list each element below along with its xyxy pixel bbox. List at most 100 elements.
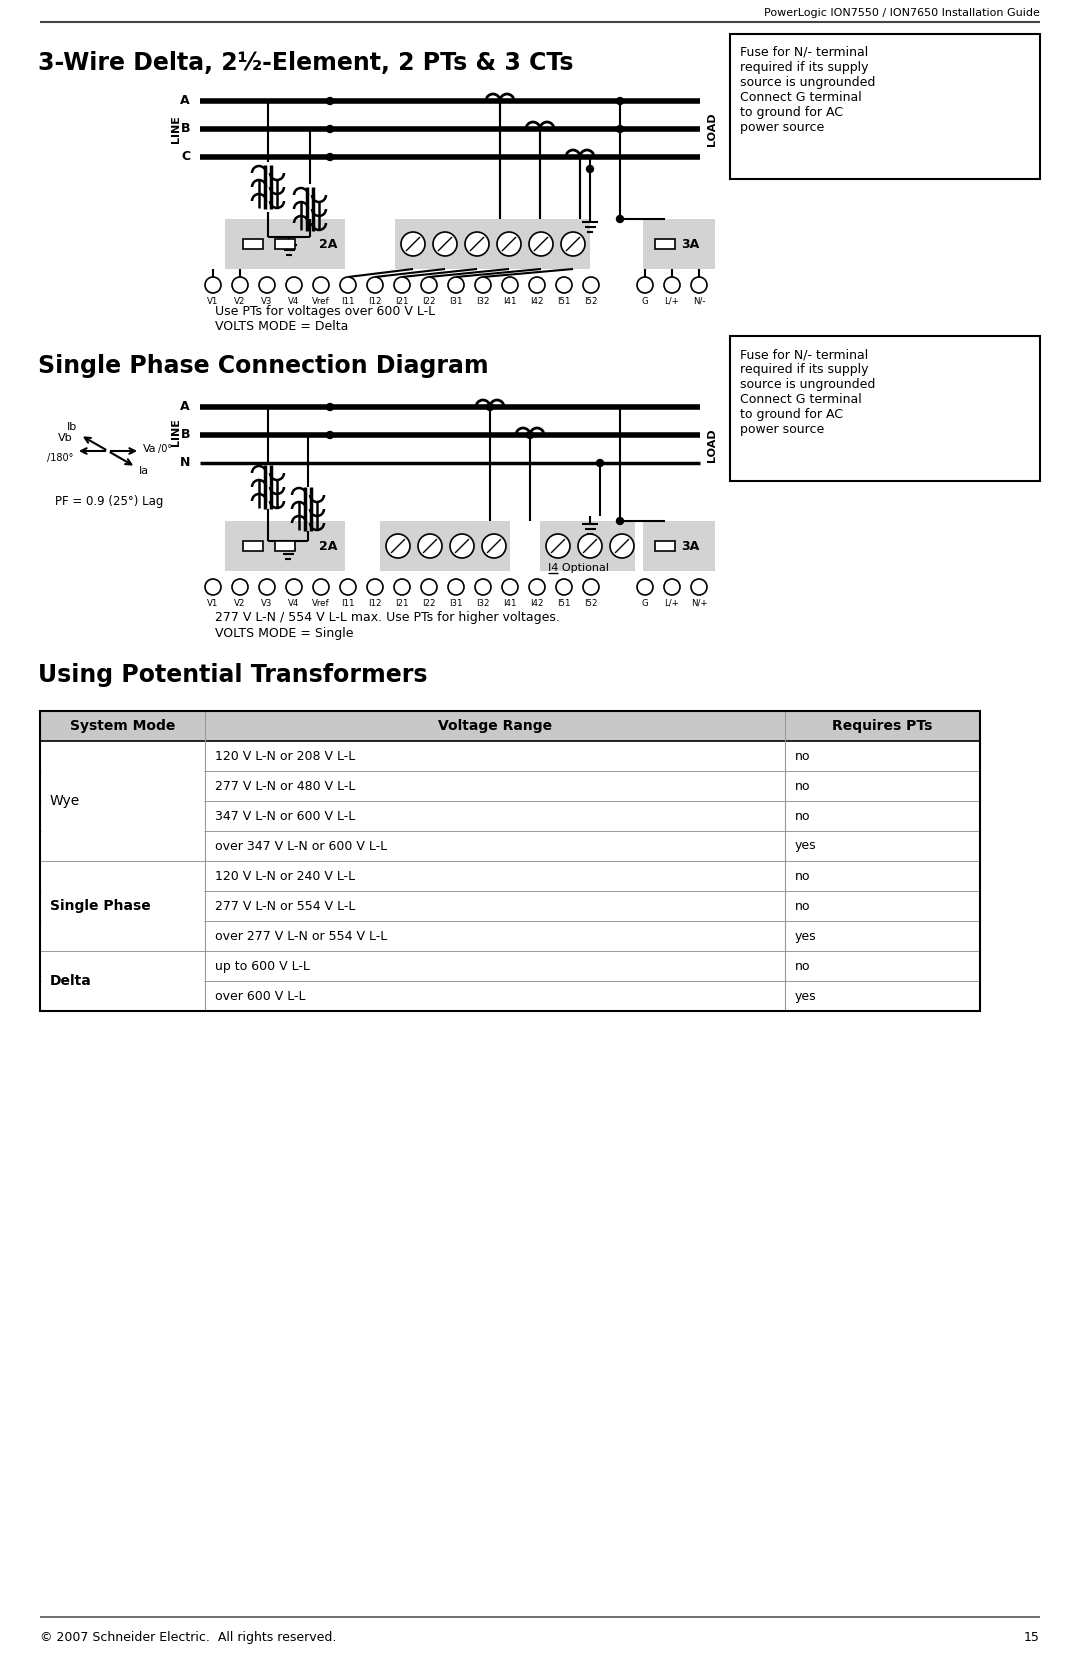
Circle shape [529,579,545,596]
Text: V2: V2 [234,297,245,305]
Text: B: B [180,122,190,135]
Text: I42: I42 [530,599,543,608]
Circle shape [286,277,302,294]
Text: V1: V1 [207,599,218,608]
Text: Ib: Ib [67,422,78,432]
Text: B: B [180,429,190,442]
Circle shape [617,517,623,524]
Circle shape [502,277,518,294]
Text: 3A: 3A [681,237,699,250]
Circle shape [340,579,356,596]
Circle shape [232,579,248,596]
Circle shape [691,277,707,294]
Text: I31: I31 [449,297,462,305]
Text: N/+: N/+ [691,599,707,608]
Circle shape [546,534,570,557]
Text: Using Potential Transformers: Using Potential Transformers [38,663,428,688]
Circle shape [259,277,275,294]
Circle shape [596,459,604,467]
Circle shape [583,579,599,596]
Text: yes: yes [795,930,816,943]
Circle shape [617,97,623,105]
Bar [654,541,675,551]
Text: no: no [795,870,810,883]
Text: I12: I12 [368,599,381,608]
Text: L/+: L/+ [664,599,679,608]
Circle shape [617,215,623,222]
Circle shape [326,404,334,411]
Circle shape [450,534,474,557]
Text: 2A: 2A [319,237,337,250]
Text: 347 V L-N or 600 V L-L: 347 V L-N or 600 V L-L [215,809,355,823]
Text: I32: I32 [476,599,489,608]
Text: Use PTs for voltages over 600 V L-L: Use PTs for voltages over 600 V L-L [215,304,435,317]
Text: 2A: 2A [319,539,337,552]
Text: Vb: Vb [58,432,73,442]
Text: Wye: Wye [50,794,80,808]
Text: I21: I21 [395,297,408,305]
Circle shape [448,277,464,294]
Text: LOAD: LOAD [707,429,717,462]
Circle shape [561,232,585,255]
Text: /180°: /180° [46,452,73,462]
Text: PF = 0.9 (25°) Lag: PF = 0.9 (25°) Lag [55,494,163,507]
Circle shape [386,534,410,557]
Text: over 277 V L-N or 554 V L-L: over 277 V L-N or 554 V L-L [215,930,388,943]
Circle shape [326,432,334,439]
Circle shape [664,579,680,596]
Text: I12: I12 [368,297,381,305]
Circle shape [433,232,457,255]
Text: I51: I51 [557,297,570,305]
Text: I21: I21 [395,599,408,608]
Text: LINE: LINE [171,115,181,144]
Text: I52: I52 [584,297,597,305]
Text: C: C [180,150,190,164]
Text: no: no [795,960,810,973]
Text: VOLTS MODE = Delta: VOLTS MODE = Delta [215,320,349,334]
Text: 277 V L-N or 554 V L-L: 277 V L-N or 554 V L-L [215,900,355,913]
Text: Vref: Vref [312,297,329,305]
Text: 3-Wire Delta, 2½-Element, 2 PTs & 3 CTs: 3-Wire Delta, 2½-Element, 2 PTs & 3 CTs [38,52,573,75]
Circle shape [232,277,248,294]
Text: V4: V4 [288,297,299,305]
Text: L/+: L/+ [664,297,679,305]
Circle shape [465,232,489,255]
Bar [643,219,715,269]
Circle shape [367,277,383,294]
Circle shape [637,277,653,294]
Circle shape [583,277,599,294]
Text: 277 V L-N or 480 V L-L: 277 V L-N or 480 V L-L [215,779,355,793]
Circle shape [664,277,680,294]
Circle shape [401,232,426,255]
Text: A: A [180,401,190,414]
Text: 277 V L-N / 554 V L-L max. Use PTs for higher voltages.: 277 V L-N / 554 V L-L max. Use PTs for h… [215,611,559,624]
Circle shape [586,165,594,172]
Text: A: A [180,95,190,107]
Text: over 347 V L-N or 600 V L-L: over 347 V L-N or 600 V L-L [215,840,387,853]
Text: Single Phase: Single Phase [50,900,151,913]
Circle shape [340,277,356,294]
Text: no: no [795,749,810,763]
Text: /0°: /0° [158,444,172,454]
Text: I31: I31 [449,599,462,608]
Text: I11: I11 [341,297,354,305]
Circle shape [421,277,437,294]
Text: no: no [795,900,810,913]
Circle shape [578,534,602,557]
Text: up to 600 V L-L: up to 600 V L-L [215,960,310,973]
Text: LOAD: LOAD [707,112,717,145]
Circle shape [326,125,334,132]
Bar [395,219,590,269]
Text: V1: V1 [207,297,218,305]
Text: no: no [795,779,810,793]
Circle shape [610,534,634,557]
Circle shape [637,579,653,596]
Text: Delta: Delta [50,975,92,988]
Text: Ia: Ia [138,466,149,476]
Bar [643,521,715,571]
Text: V4: V4 [288,599,299,608]
Text: PowerLogic ION7550 / ION7650 Installation Guide: PowerLogic ION7550 / ION7650 Installatio… [765,8,1040,18]
Circle shape [556,579,572,596]
Circle shape [475,579,491,596]
Circle shape [617,125,623,132]
